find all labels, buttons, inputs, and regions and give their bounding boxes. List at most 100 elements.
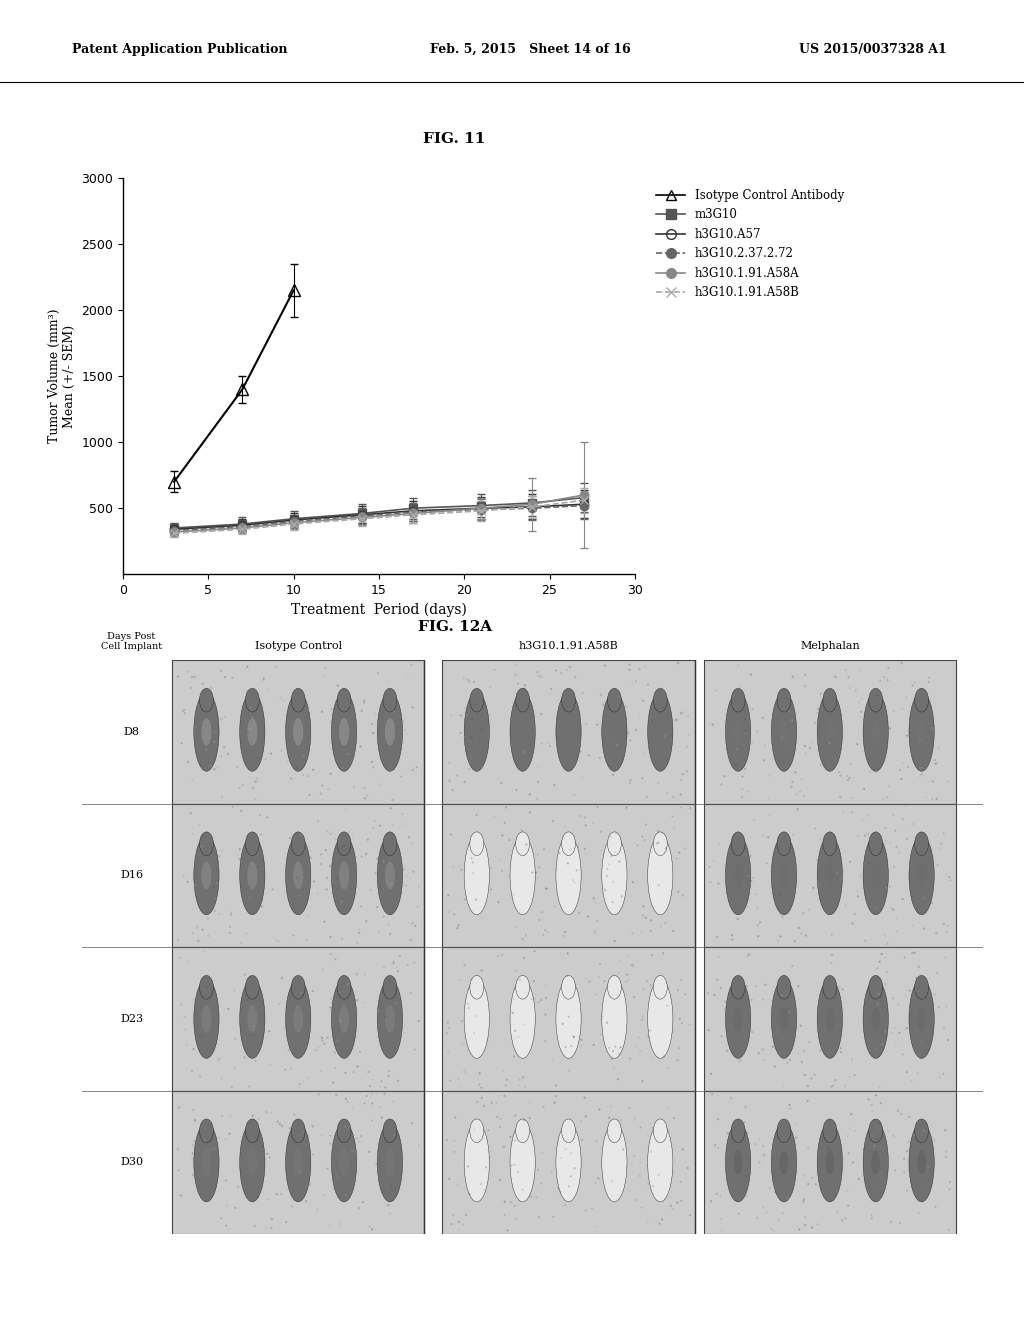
Point xyxy=(335,993,351,1014)
Point xyxy=(555,925,571,946)
Point xyxy=(869,958,886,979)
Point xyxy=(299,1176,315,1197)
Point xyxy=(394,710,411,731)
Point xyxy=(454,1011,470,1032)
Point xyxy=(732,1049,749,1071)
Ellipse shape xyxy=(868,975,883,999)
Point xyxy=(197,682,213,704)
Point xyxy=(736,1111,753,1133)
Point xyxy=(906,1125,923,1146)
Point xyxy=(869,993,886,1014)
Point xyxy=(700,983,717,1005)
Ellipse shape xyxy=(337,975,351,999)
Point xyxy=(790,799,806,820)
Point xyxy=(548,859,564,880)
Point xyxy=(772,995,788,1016)
Ellipse shape xyxy=(286,979,311,1059)
Point xyxy=(920,981,936,1002)
Point xyxy=(193,685,209,706)
Ellipse shape xyxy=(291,688,305,711)
Ellipse shape xyxy=(377,692,402,771)
Point xyxy=(170,1139,186,1160)
Point xyxy=(737,1097,754,1118)
Point xyxy=(672,1008,688,1030)
Point xyxy=(552,1181,568,1203)
Point xyxy=(252,805,268,826)
Point xyxy=(831,977,848,998)
Point xyxy=(885,805,901,826)
Point xyxy=(728,755,744,776)
Ellipse shape xyxy=(825,863,835,887)
Ellipse shape xyxy=(464,692,489,771)
Point xyxy=(173,994,189,1015)
Point xyxy=(781,734,798,755)
Point xyxy=(328,829,344,850)
Point xyxy=(523,989,540,1010)
Point xyxy=(197,1130,213,1151)
Point xyxy=(286,1189,302,1210)
Point xyxy=(909,896,926,917)
Point xyxy=(457,1024,473,1045)
Point xyxy=(607,1036,624,1057)
Point xyxy=(782,875,799,896)
Point xyxy=(928,1196,944,1217)
Point xyxy=(839,766,855,787)
Ellipse shape xyxy=(556,1123,582,1203)
Point xyxy=(265,879,282,900)
Point xyxy=(874,997,891,1018)
Point xyxy=(406,952,422,973)
Point xyxy=(284,1187,300,1208)
Ellipse shape xyxy=(647,836,673,915)
Point xyxy=(240,722,256,743)
Point xyxy=(392,945,409,966)
Point xyxy=(804,1068,820,1089)
Point xyxy=(396,1023,413,1044)
Ellipse shape xyxy=(871,1151,881,1175)
Point xyxy=(177,702,194,723)
Point xyxy=(494,772,510,793)
Point xyxy=(822,730,839,751)
Ellipse shape xyxy=(817,836,843,915)
Point xyxy=(833,766,849,787)
Point xyxy=(643,974,659,995)
Point xyxy=(203,1114,219,1135)
Point xyxy=(443,824,460,845)
Point xyxy=(480,1119,497,1140)
Point xyxy=(601,1107,617,1129)
Point xyxy=(677,838,693,859)
Point xyxy=(400,826,417,847)
Point xyxy=(833,787,849,808)
Point xyxy=(765,1127,781,1148)
Point xyxy=(362,879,379,900)
Point xyxy=(900,1131,916,1152)
Point xyxy=(559,942,575,964)
Point xyxy=(254,896,270,917)
Point xyxy=(455,1034,471,1055)
Ellipse shape xyxy=(561,832,575,855)
Point xyxy=(770,1209,786,1230)
Point xyxy=(537,919,553,940)
Point xyxy=(843,754,859,775)
Point xyxy=(800,1137,816,1158)
Point xyxy=(301,1019,317,1040)
Point xyxy=(380,845,396,866)
Point xyxy=(190,814,207,836)
Point xyxy=(656,726,673,747)
Ellipse shape xyxy=(602,836,627,915)
Point xyxy=(508,780,524,801)
Point xyxy=(338,1184,354,1205)
Point xyxy=(926,715,942,737)
Point xyxy=(851,692,867,713)
Point xyxy=(729,908,745,929)
Point xyxy=(369,1154,385,1175)
Point xyxy=(596,970,612,991)
Point xyxy=(845,1152,861,1173)
Point xyxy=(539,733,555,754)
Point xyxy=(899,1018,915,1039)
Point xyxy=(178,1035,195,1056)
Point xyxy=(673,1171,689,1192)
Point xyxy=(595,694,611,715)
Point xyxy=(931,997,947,1018)
Point xyxy=(231,849,248,870)
Point xyxy=(635,1071,651,1092)
